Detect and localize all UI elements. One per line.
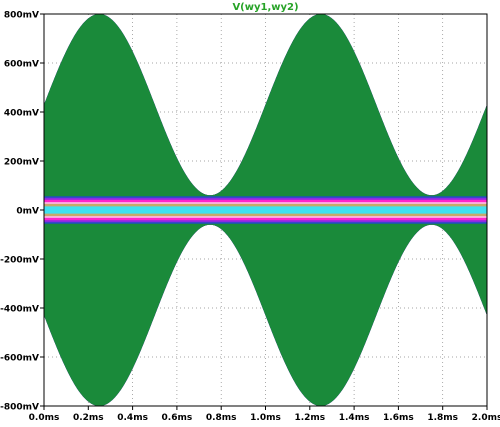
chart-title: V(wy1,wy2) — [232, 2, 298, 13]
y-tick-label: -400mV — [0, 305, 39, 315]
y-tick-label: 800mV — [4, 11, 39, 21]
x-tick-label: 0.2ms — [73, 413, 104, 423]
y-tick-label: 400mV — [4, 109, 39, 119]
x-tick-label: 0.4ms — [117, 413, 148, 423]
series-6-lower-band — [44, 223, 487, 406]
y-tick-label: 0mV — [16, 207, 39, 217]
y-tick-label: 200mV — [4, 158, 39, 168]
x-tick-label: 1.0ms — [250, 413, 281, 423]
series-6-upper-band — [44, 14, 487, 197]
x-tick-label: 1.6ms — [383, 413, 414, 423]
x-tick-label: 0.0ms — [29, 413, 60, 423]
x-tick-label: 1.4ms — [339, 413, 370, 423]
axis-labels: 0.0ms 0.2ms 0.4ms 0.6ms 0.8ms 1.0ms 1.2ms 1.4ms… — [0, 11, 500, 424]
y-tick-label: 600mV — [4, 60, 39, 70]
y-tick-label: -600mV — [0, 354, 39, 364]
x-tick-label: 0.6ms — [162, 413, 193, 423]
y-tick-label: -200mV — [0, 256, 39, 266]
y-tick-label: -800mV — [0, 403, 39, 413]
x-tick-label: 1.2ms — [294, 413, 325, 423]
axis-ticks — [40, 13, 488, 410]
x-tick-label: 0.8ms — [206, 413, 237, 423]
x-tick-label: 1.8ms — [427, 413, 458, 423]
plot-area — [44, 14, 487, 406]
x-tick-label: 2.0ms — [472, 413, 500, 423]
